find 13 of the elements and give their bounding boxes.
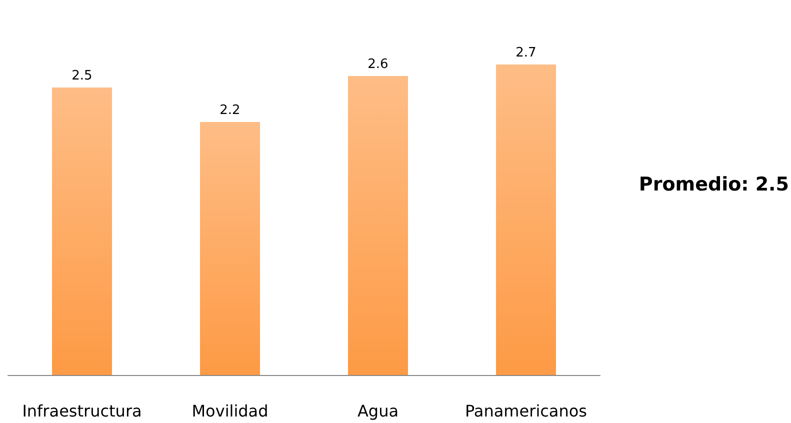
x-tick-label: Agua: [357, 402, 399, 420]
data-label: 2.2: [220, 103, 240, 118]
x-tick-label: Movilidad: [192, 402, 268, 420]
x-tick-label: Infraestructura: [22, 402, 142, 420]
data-label: 2.7: [516, 46, 536, 60]
x-tick-label: Panamericanos: [465, 402, 587, 420]
data-label: 2.5: [72, 68, 92, 84]
bar: [52, 88, 112, 375]
text: Promedio: 2.5: [638, 174, 790, 196]
bar: [496, 64, 556, 375]
bar: [200, 122, 260, 375]
data-label: 2.6: [368, 57, 388, 72]
bar: [348, 76, 408, 375]
